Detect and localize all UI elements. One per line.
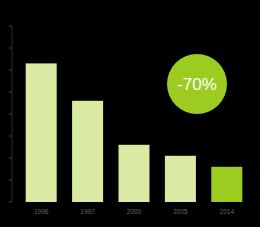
- bar: [72, 101, 103, 202]
- y-tick: [9, 114, 12, 115]
- y-tick: [9, 202, 12, 203]
- bar: [211, 167, 242, 202]
- bar: [119, 145, 150, 202]
- bar: [26, 63, 57, 202]
- bar: [165, 156, 196, 202]
- x-tick-label: 2000: [127, 208, 142, 215]
- x-tick-label: 1996: [34, 208, 49, 215]
- x-tick-label: 1997: [80, 208, 95, 215]
- x-tick-label: 2014: [220, 208, 235, 215]
- background: [0, 0, 260, 227]
- y-tick: [9, 136, 12, 137]
- y-tick: [9, 70, 12, 71]
- chart-container: 1996 1997 2000 2005 2014 -70%: [0, 0, 260, 227]
- y-tick: [9, 26, 12, 27]
- chart-svg: 1996 1997 2000 2005 2014 -70%: [0, 0, 260, 227]
- y-tick: [9, 48, 12, 49]
- y-tick: [9, 180, 12, 181]
- bars: [26, 63, 243, 202]
- annotation: -70%: [177, 75, 217, 94]
- y-tick: [9, 158, 12, 159]
- x-tick-label: 2005: [173, 208, 188, 215]
- annotation-badge: [167, 54, 227, 114]
- y-tick: [9, 92, 12, 93]
